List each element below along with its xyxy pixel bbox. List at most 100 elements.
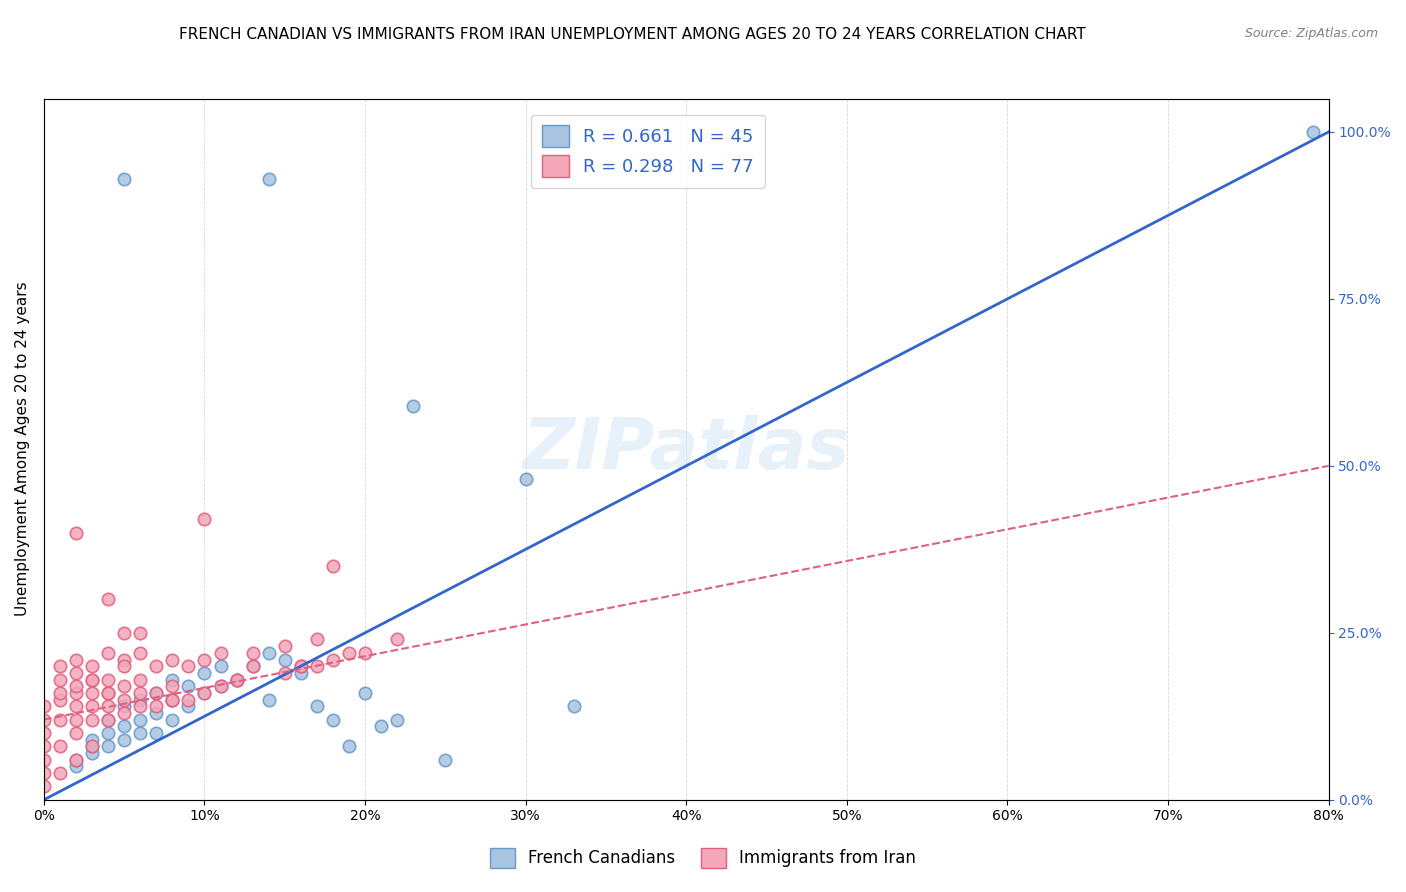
- Point: [193, 512, 215, 526]
- Point: [145, 686, 167, 700]
- Point: [193, 686, 215, 700]
- Point: [65, 753, 87, 767]
- Point: [129, 726, 152, 740]
- Point: [387, 632, 409, 647]
- Point: [209, 679, 232, 693]
- Point: [370, 719, 392, 733]
- Point: [129, 646, 152, 660]
- Point: [515, 472, 537, 486]
- Point: [32, 753, 55, 767]
- Point: [112, 171, 135, 186]
- Point: [65, 726, 87, 740]
- Point: [145, 659, 167, 673]
- Point: [322, 559, 344, 574]
- Point: [209, 679, 232, 693]
- Point: [162, 652, 184, 666]
- Text: ZIPatlas: ZIPatlas: [523, 415, 851, 483]
- Point: [274, 665, 297, 680]
- Point: [129, 699, 152, 714]
- Point: [129, 625, 152, 640]
- Point: [129, 673, 152, 687]
- Point: [112, 719, 135, 733]
- Point: [112, 659, 135, 673]
- Point: [242, 659, 264, 673]
- Point: [274, 639, 297, 653]
- Point: [65, 713, 87, 727]
- Point: [97, 739, 120, 754]
- Point: [97, 592, 120, 607]
- Point: [562, 699, 585, 714]
- Point: [49, 739, 72, 754]
- Point: [65, 525, 87, 540]
- Point: [97, 713, 120, 727]
- Point: [97, 699, 120, 714]
- Point: [209, 659, 232, 673]
- Point: [65, 686, 87, 700]
- Point: [112, 652, 135, 666]
- Point: [209, 646, 232, 660]
- Point: [97, 713, 120, 727]
- Point: [387, 713, 409, 727]
- Point: [322, 713, 344, 727]
- Point: [305, 699, 328, 714]
- Point: [177, 659, 200, 673]
- Point: [225, 673, 247, 687]
- Point: [145, 726, 167, 740]
- Point: [337, 739, 360, 754]
- Point: [129, 692, 152, 706]
- Point: [305, 659, 328, 673]
- Point: [305, 632, 328, 647]
- Point: [97, 726, 120, 740]
- Legend: French Canadians, Immigrants from Iran: French Canadians, Immigrants from Iran: [484, 841, 922, 875]
- Point: [337, 646, 360, 660]
- Point: [112, 625, 135, 640]
- Point: [145, 699, 167, 714]
- Point: [290, 665, 312, 680]
- Point: [112, 699, 135, 714]
- Point: [32, 739, 55, 754]
- Point: [80, 699, 103, 714]
- Point: [322, 652, 344, 666]
- Point: [225, 673, 247, 687]
- Point: [32, 699, 55, 714]
- Point: [80, 739, 103, 754]
- Point: [434, 753, 457, 767]
- Point: [32, 780, 55, 794]
- Y-axis label: Unemployment Among Ages 20 to 24 years: Unemployment Among Ages 20 to 24 years: [15, 282, 30, 616]
- Point: [80, 713, 103, 727]
- Point: [65, 652, 87, 666]
- Point: [257, 692, 280, 706]
- Point: [402, 399, 425, 413]
- Point: [32, 726, 55, 740]
- Point: [145, 706, 167, 720]
- Point: [177, 692, 200, 706]
- Point: [49, 713, 72, 727]
- Point: [1302, 125, 1324, 139]
- Point: [80, 732, 103, 747]
- Point: [274, 652, 297, 666]
- Point: [112, 679, 135, 693]
- Point: [65, 679, 87, 693]
- Point: [49, 673, 72, 687]
- Point: [49, 659, 72, 673]
- Point: [290, 659, 312, 673]
- Point: [354, 686, 377, 700]
- Point: [112, 706, 135, 720]
- Point: [162, 692, 184, 706]
- Point: [193, 665, 215, 680]
- Point: [354, 646, 377, 660]
- Point: [193, 652, 215, 666]
- Point: [80, 686, 103, 700]
- Legend: R = 0.661   N = 45, R = 0.298   N = 77: R = 0.661 N = 45, R = 0.298 N = 77: [531, 114, 765, 187]
- Point: [290, 659, 312, 673]
- Point: [65, 699, 87, 714]
- Point: [49, 692, 72, 706]
- Point: [49, 686, 72, 700]
- Point: [80, 673, 103, 687]
- Point: [32, 713, 55, 727]
- Point: [242, 646, 264, 660]
- Point: [112, 732, 135, 747]
- Point: [257, 646, 280, 660]
- Point: [162, 679, 184, 693]
- Point: [112, 692, 135, 706]
